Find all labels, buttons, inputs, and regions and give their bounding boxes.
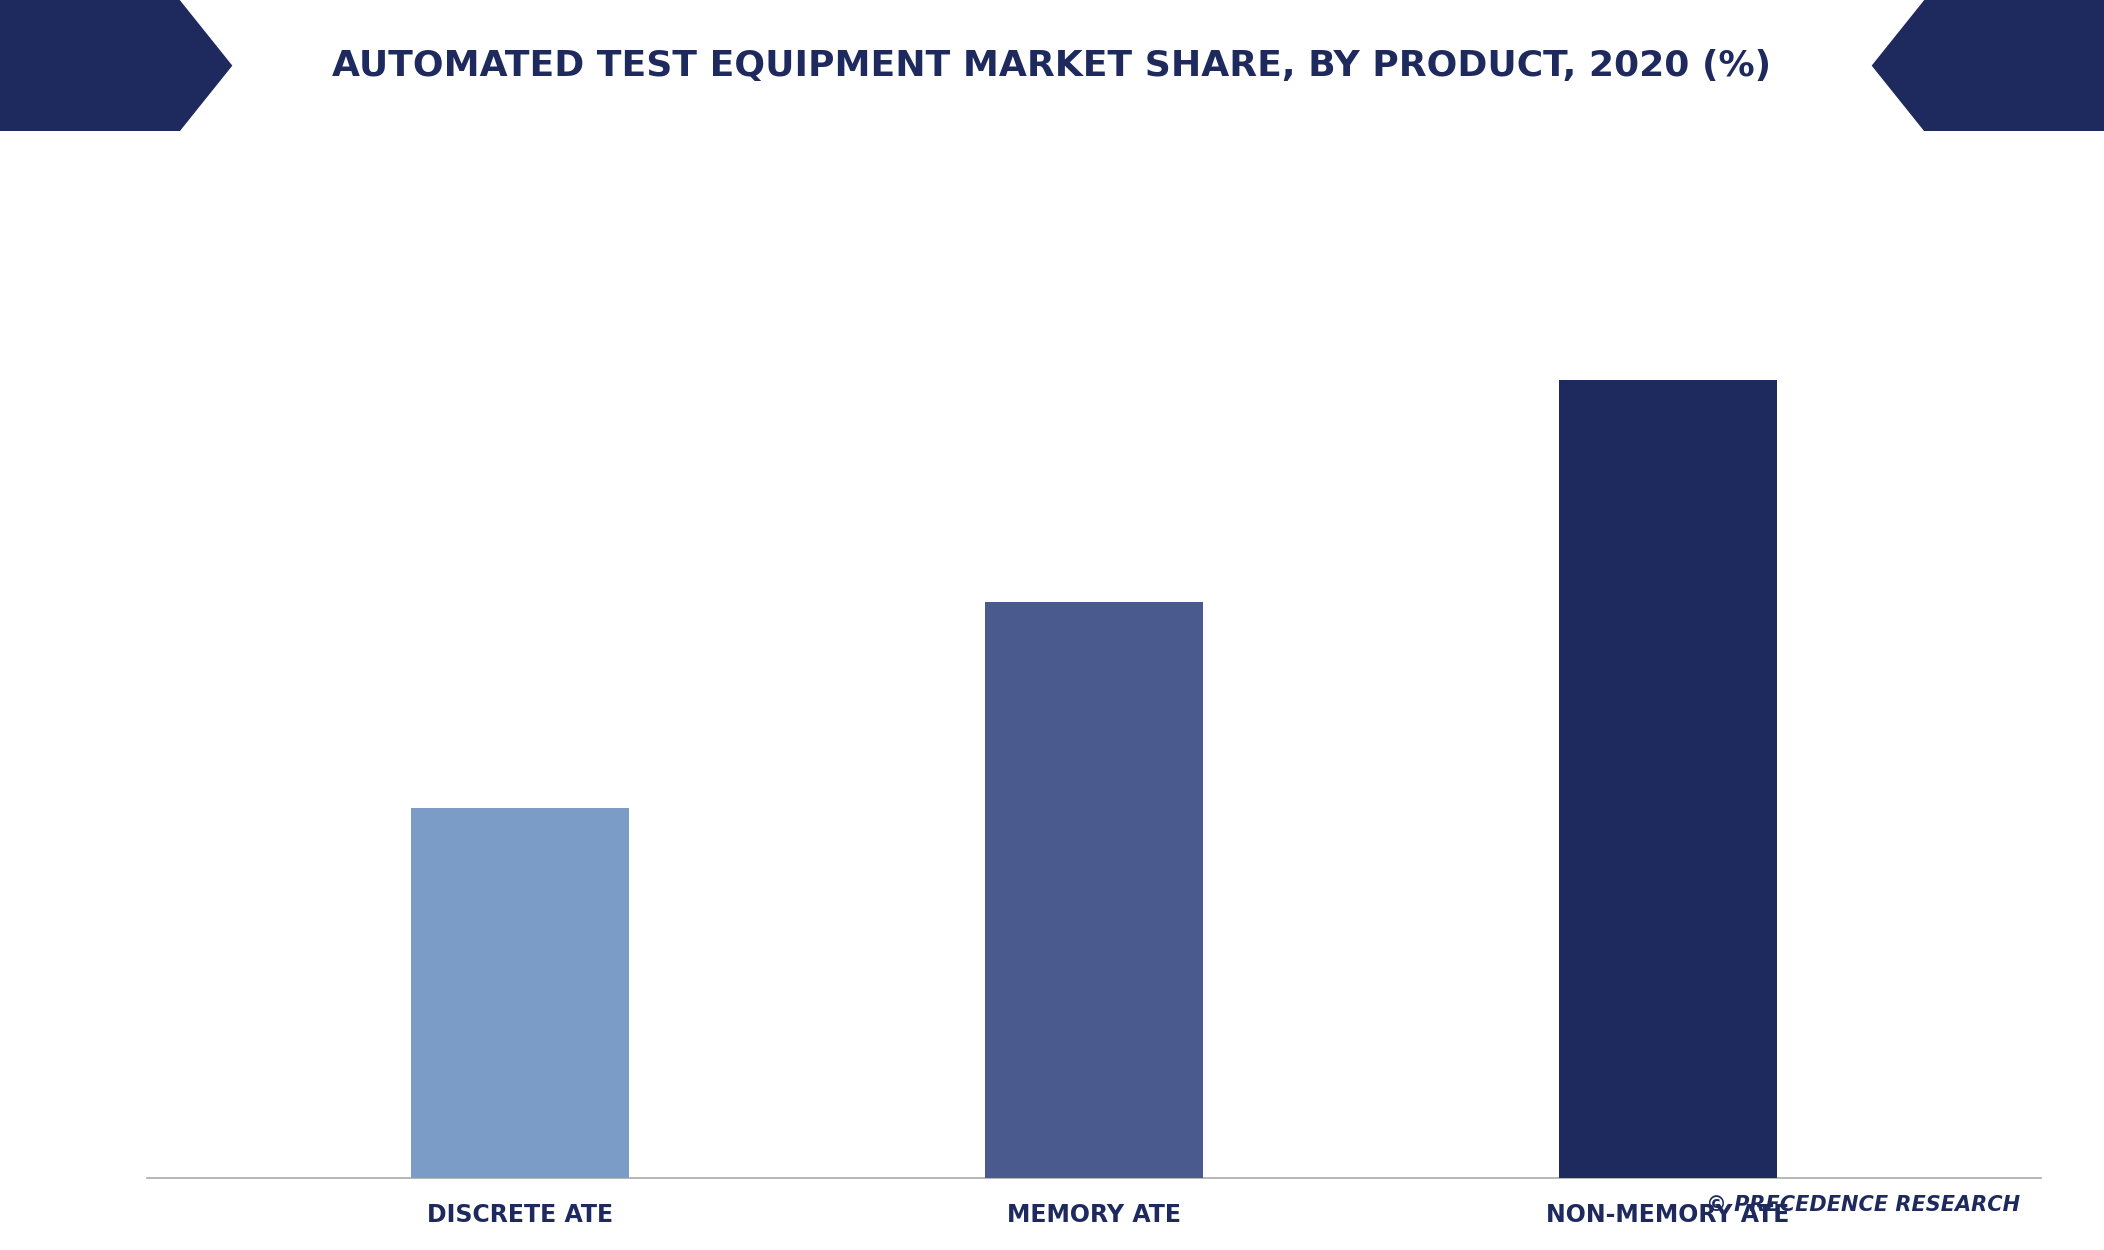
Bar: [985, 601, 1203, 1178]
Text: © PRECEDENCE RESEARCH: © PRECEDENCE RESEARCH: [1706, 1195, 2020, 1215]
Text: AUTOMATED TEST EQUIPMENT MARKET SHARE, BY PRODUCT, 2020 (%): AUTOMATED TEST EQUIPMENT MARKET SHARE, B…: [332, 49, 1772, 82]
Bar: [410, 809, 629, 1178]
Bar: [1559, 380, 1778, 1178]
Polygon shape: [1873, 0, 2104, 131]
Polygon shape: [0, 0, 231, 131]
